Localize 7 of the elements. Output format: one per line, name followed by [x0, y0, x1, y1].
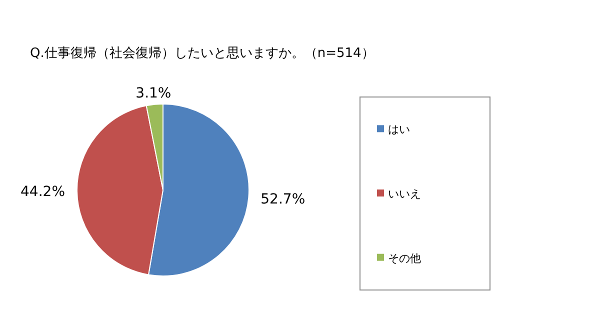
legend-label: はい — [388, 123, 410, 136]
data-label: 3.1% — [136, 85, 172, 102]
chart-title: Q.仕事復帰（社会復帰）したいと思いますか。（n=514） — [30, 46, 374, 61]
legend-label: いいえ — [388, 188, 421, 200]
data-label: 44.2% — [20, 184, 66, 200]
data-label: 52.7% — [260, 191, 306, 208]
legend-label: その他 — [388, 252, 421, 265]
